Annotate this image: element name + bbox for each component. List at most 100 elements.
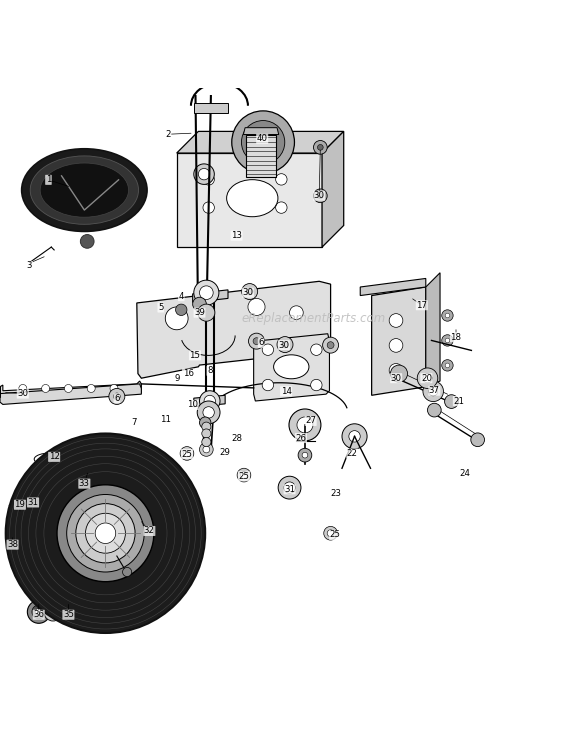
Text: 14: 14	[280, 387, 292, 396]
Polygon shape	[372, 287, 426, 396]
Ellipse shape	[40, 163, 129, 218]
Text: 30: 30	[390, 374, 402, 383]
Text: 31: 31	[284, 485, 295, 494]
Circle shape	[80, 235, 94, 248]
Text: 9: 9	[174, 374, 180, 383]
Polygon shape	[0, 384, 141, 405]
Text: 15: 15	[189, 351, 201, 360]
Circle shape	[56, 600, 81, 624]
Circle shape	[278, 476, 301, 499]
Circle shape	[176, 304, 187, 315]
Bar	[246, 135, 276, 177]
Circle shape	[11, 495, 29, 514]
Text: 13: 13	[231, 231, 242, 240]
Circle shape	[442, 335, 453, 346]
Circle shape	[327, 530, 334, 536]
Circle shape	[241, 472, 247, 478]
Text: 36: 36	[33, 610, 44, 619]
Circle shape	[64, 384, 72, 393]
Circle shape	[203, 446, 210, 453]
Circle shape	[314, 141, 327, 154]
Circle shape	[311, 379, 322, 390]
Circle shape	[27, 600, 50, 624]
Circle shape	[311, 344, 322, 355]
Text: 27: 27	[305, 416, 316, 425]
Text: 11: 11	[160, 415, 171, 424]
Circle shape	[232, 111, 295, 174]
Text: 1: 1	[46, 175, 51, 184]
Circle shape	[342, 424, 367, 449]
Text: 25: 25	[329, 530, 341, 539]
Circle shape	[204, 396, 215, 407]
Text: 39: 39	[194, 308, 205, 317]
Ellipse shape	[34, 453, 68, 466]
Circle shape	[200, 286, 213, 299]
Polygon shape	[360, 279, 426, 296]
Text: 30: 30	[278, 340, 290, 349]
Polygon shape	[194, 396, 225, 407]
Circle shape	[389, 338, 403, 352]
Text: 25: 25	[238, 472, 250, 481]
Text: 30: 30	[17, 389, 28, 398]
Polygon shape	[0, 381, 141, 399]
Text: 37: 37	[429, 386, 440, 396]
Circle shape	[445, 363, 450, 367]
Circle shape	[198, 304, 215, 321]
Circle shape	[48, 607, 58, 616]
Polygon shape	[426, 273, 440, 387]
Circle shape	[21, 491, 46, 516]
Circle shape	[277, 337, 293, 352]
Text: 29: 29	[219, 448, 231, 457]
Circle shape	[289, 409, 321, 441]
Circle shape	[19, 384, 27, 393]
Circle shape	[57, 485, 154, 582]
Text: 21: 21	[453, 396, 465, 405]
Circle shape	[302, 452, 308, 458]
Text: 40: 40	[256, 134, 268, 143]
Circle shape	[442, 360, 453, 371]
Circle shape	[429, 387, 438, 396]
Text: 10: 10	[187, 401, 198, 410]
Circle shape	[390, 365, 408, 382]
Circle shape	[423, 374, 432, 383]
Circle shape	[242, 284, 258, 299]
Text: 28: 28	[231, 434, 242, 443]
Circle shape	[471, 433, 484, 446]
Circle shape	[180, 446, 194, 460]
Text: 12: 12	[48, 452, 60, 461]
Circle shape	[7, 531, 18, 542]
Text: 31: 31	[27, 498, 39, 507]
Text: 6: 6	[114, 393, 120, 402]
Circle shape	[32, 605, 46, 619]
Circle shape	[6, 434, 205, 633]
Circle shape	[202, 429, 211, 438]
Circle shape	[76, 504, 135, 563]
Polygon shape	[322, 131, 344, 247]
Circle shape	[61, 604, 76, 619]
Text: 4: 4	[178, 291, 184, 301]
Circle shape	[44, 603, 62, 621]
Text: 30: 30	[314, 191, 325, 200]
Text: 5: 5	[158, 303, 164, 312]
Circle shape	[203, 202, 214, 213]
Circle shape	[242, 121, 285, 164]
Text: 35: 35	[63, 610, 74, 619]
Circle shape	[202, 437, 211, 446]
Polygon shape	[137, 282, 331, 378]
Polygon shape	[177, 131, 344, 153]
Circle shape	[26, 497, 40, 510]
Ellipse shape	[30, 156, 139, 224]
Circle shape	[200, 417, 211, 428]
Text: 2: 2	[165, 130, 171, 139]
Circle shape	[110, 384, 118, 393]
Text: 6: 6	[258, 338, 264, 347]
Circle shape	[194, 164, 214, 185]
Ellipse shape	[227, 180, 278, 217]
Circle shape	[95, 523, 116, 544]
Circle shape	[253, 337, 260, 345]
Text: 25: 25	[181, 449, 193, 458]
Circle shape	[184, 450, 190, 457]
Circle shape	[445, 313, 450, 318]
Circle shape	[327, 342, 334, 349]
Text: 38: 38	[7, 540, 18, 549]
